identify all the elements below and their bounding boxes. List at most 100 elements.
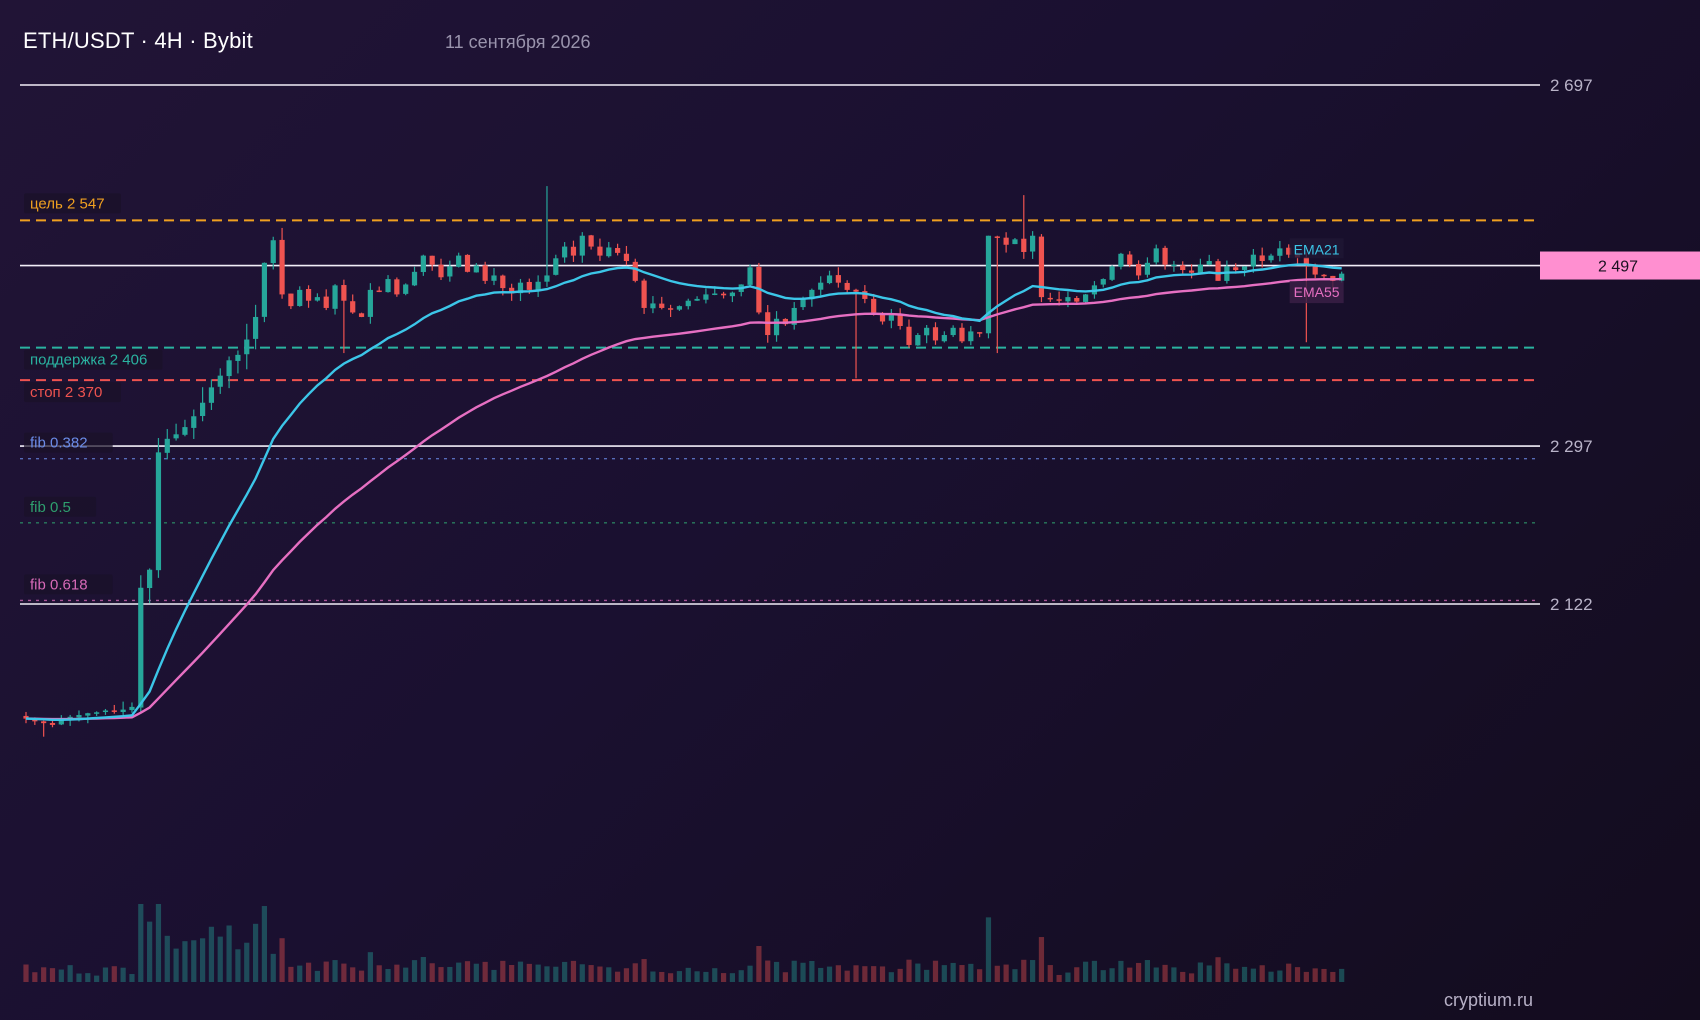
volume-bar	[765, 960, 771, 982]
candle-body	[244, 339, 250, 355]
volume-bar	[667, 973, 674, 982]
candle-body	[703, 294, 709, 300]
candle-body	[41, 721, 47, 724]
volume-bar	[464, 961, 471, 982]
volume-bar	[1083, 961, 1089, 982]
candle-body	[49, 722, 56, 725]
candle-body	[1065, 297, 1071, 302]
chart-title: ETH/USDT · 4H · Bybit	[23, 28, 253, 53]
candle-body	[676, 306, 683, 310]
candle-body	[1312, 264, 1318, 275]
volume-bar	[1074, 967, 1080, 982]
candle-body	[173, 434, 179, 439]
candle-body	[959, 327, 965, 342]
volume-bar	[1312, 968, 1318, 982]
volume-bar	[1118, 960, 1124, 982]
candle-body	[1012, 239, 1018, 245]
volume-bar	[1188, 973, 1195, 982]
candle-body	[252, 316, 259, 339]
volume-bar	[447, 966, 453, 982]
candle-body	[482, 265, 488, 281]
volume-bar	[67, 965, 73, 982]
volume-bar	[1277, 970, 1283, 982]
volume-bar	[350, 967, 356, 982]
volume-bar	[517, 961, 524, 982]
volume-bar	[871, 966, 877, 982]
volume-bar	[773, 961, 780, 982]
candle-body	[385, 279, 391, 293]
volume-bar	[782, 972, 788, 982]
candle-body	[853, 289, 859, 292]
volume-bar	[729, 973, 735, 982]
volume-bar	[482, 961, 488, 982]
axis-tick-label: 2 697	[1550, 76, 1593, 95]
volume-bar	[58, 969, 64, 982]
candle-body	[835, 275, 841, 283]
candle-body	[1144, 262, 1151, 275]
volume-bar	[279, 938, 285, 982]
candle-body	[341, 285, 347, 301]
volume-bar	[756, 946, 762, 982]
candle-body	[1233, 267, 1239, 271]
candle-body	[994, 236, 1000, 238]
candle-body	[729, 292, 735, 297]
volume-bar	[32, 972, 38, 982]
candle-body	[464, 254, 471, 272]
volume-bar	[641, 959, 647, 982]
candle-body	[23, 715, 29, 719]
candle-body	[844, 282, 850, 290]
candle-body	[1021, 238, 1027, 252]
candle-body	[985, 235, 992, 334]
volume-bar	[800, 962, 806, 982]
candle-body	[800, 298, 806, 308]
volume-bar	[1038, 937, 1045, 982]
level-label-support: поддержка 2 406	[30, 352, 147, 369]
candle-body	[182, 427, 188, 435]
candle-body	[526, 281, 532, 290]
volume-bar	[314, 970, 320, 982]
volume-bar	[129, 974, 135, 982]
volume-bar	[1180, 971, 1186, 982]
candle-body	[1286, 247, 1292, 255]
level-label-bg	[24, 193, 121, 214]
candle-body	[155, 452, 162, 571]
volume-bar	[1268, 971, 1274, 982]
candle-body	[1250, 254, 1256, 267]
volume-bar	[1206, 965, 1212, 982]
volume-bar	[1330, 971, 1336, 982]
candle-body	[314, 297, 320, 301]
candle-body	[685, 300, 691, 307]
candle-body	[367, 289, 373, 317]
candle-body	[968, 331, 974, 342]
candle-body	[1188, 270, 1195, 273]
watermark: cryptium.ru	[1444, 990, 1534, 1010]
candle-body	[720, 293, 727, 296]
candle-body	[429, 255, 435, 265]
volume-bar	[791, 960, 797, 982]
candle-body	[712, 293, 718, 296]
candle-body	[941, 335, 947, 342]
volume-bar	[826, 966, 833, 982]
candle-body	[1038, 236, 1045, 298]
volume-bar	[1065, 972, 1071, 982]
volume-bar	[1100, 970, 1106, 982]
volume-bar	[1003, 964, 1009, 982]
volume-bar	[1303, 971, 1309, 982]
volume-bar	[924, 969, 930, 982]
candle-body	[288, 293, 294, 307]
volume-bar	[420, 957, 426, 982]
volume-bar	[1162, 964, 1168, 982]
volume-bar	[411, 960, 418, 982]
current-price-label: 2 497	[1598, 259, 1638, 276]
volume-bar	[49, 968, 56, 982]
volume-bar	[632, 963, 638, 982]
candle-body	[279, 239, 285, 295]
volume-bar	[297, 965, 303, 982]
volume-bar	[1127, 967, 1133, 982]
volume-bar	[615, 971, 621, 982]
volume-bar	[1030, 960, 1036, 982]
volume-bar	[332, 960, 338, 982]
candle-body	[261, 262, 268, 317]
volume-bar	[94, 975, 100, 982]
